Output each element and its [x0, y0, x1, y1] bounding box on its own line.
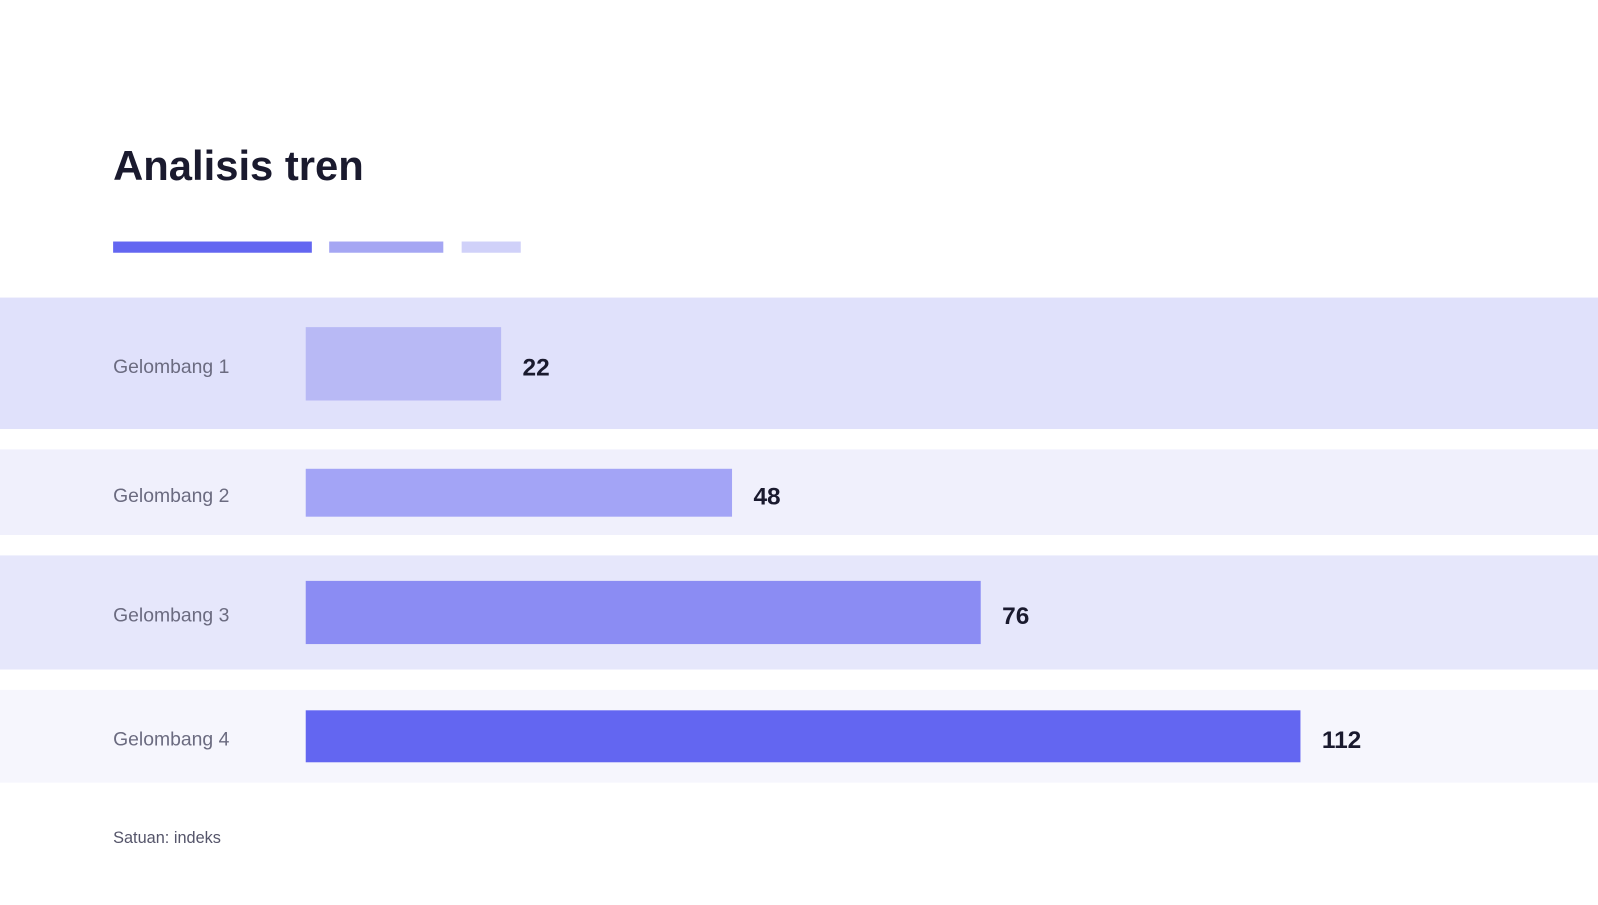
chart-body: Analisis tren Satuan: indeks Gelombang 1…: [0, 142, 1598, 847]
decoration: [113, 241, 312, 253]
decoration: [329, 241, 444, 253]
value-label: 76: [1002, 603, 1029, 630]
decoration: [461, 241, 521, 253]
chart-title: Analisis tren: [113, 142, 364, 189]
note: Satuan: indeks: [113, 829, 221, 847]
category-label: Gelombang 2: [113, 485, 229, 507]
category-label: Gelombang 4: [113, 728, 229, 750]
category-label: Gelombang 1: [113, 356, 229, 378]
bar: [305, 710, 1301, 763]
value-label: 48: [753, 483, 780, 510]
value-label: 22: [523, 354, 550, 381]
category-label: Gelombang 3: [113, 605, 229, 627]
bar: [305, 327, 502, 401]
value-label: 112: [1322, 727, 1361, 754]
bar: [305, 580, 981, 645]
row-band: [0, 297, 1598, 430]
bar: [305, 468, 733, 517]
row-band: [0, 449, 1598, 536]
